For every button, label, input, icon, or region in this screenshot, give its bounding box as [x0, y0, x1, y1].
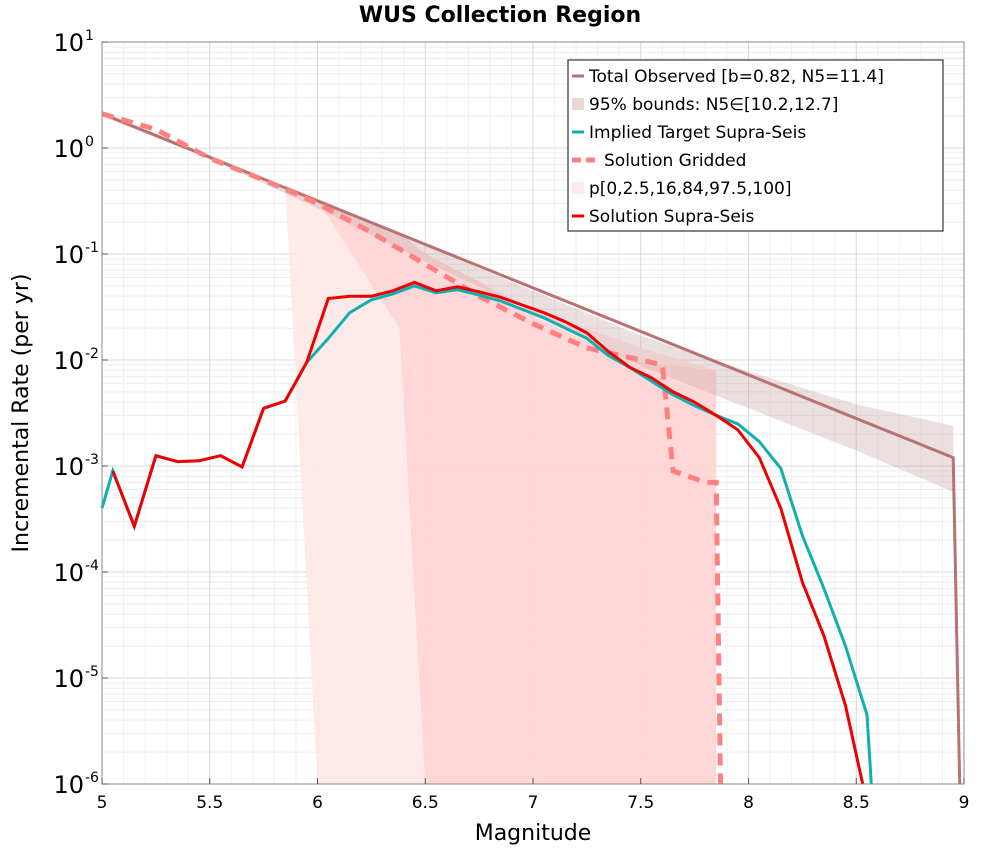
x-tick-label: 7.5 — [627, 793, 654, 813]
legend-label: p[0,2.5,16,84,97.5,100] — [589, 179, 792, 199]
y-tick-base: 10 — [53, 347, 84, 375]
legend-label: Implied Target Supra-Seis — [589, 123, 806, 143]
y-tick-exponent: -6 — [85, 770, 99, 786]
y-tick-exponent: 1 — [85, 28, 94, 44]
y-tick-exponent: -3 — [85, 452, 99, 468]
legend-label: Solution Supra-Seis — [589, 207, 755, 227]
legend-swatch-percentiles — [572, 182, 584, 194]
x-tick-label: 8.5 — [843, 793, 870, 813]
total-observed-line — [101, 112, 962, 785]
band-areas — [102, 111, 954, 785]
x-tick-label: 8 — [743, 793, 754, 813]
y-axis-label: Incremental Rate (per yr) — [9, 274, 34, 553]
x-axis-label: Magnitude — [475, 821, 592, 846]
percentile-inner-band — [102, 113, 717, 785]
x-ticks: 5 5.5 6 6.5 7 7.5 8 8.5 9 — [97, 778, 970, 813]
legend-swatch-bounds — [572, 98, 584, 110]
x-tick-label: 5.5 — [196, 793, 223, 813]
solution-gridded-line — [101, 111, 723, 785]
series-lines — [100, 111, 962, 785]
y-tick-base: 10 — [53, 29, 84, 57]
y-tick-exponent: -4 — [85, 558, 99, 574]
legend: Total Observed [b=0.82, N5=11.4] 95% boun… — [567, 59, 944, 232]
y-tick-base: 10 — [53, 241, 84, 269]
y-tick-exponent: -5 — [85, 664, 99, 680]
y-tick-base: 10 — [53, 665, 84, 693]
x-tick-label: 5 — [97, 793, 108, 813]
legend-label: Solution Gridded — [604, 151, 746, 171]
x-tick-label: 7 — [528, 793, 539, 813]
total-observed-bounds-band — [102, 111, 954, 492]
y-tick-exponent: 0 — [85, 134, 94, 150]
y-tick-exponent: -1 — [85, 240, 99, 256]
y-tick-base: 10 — [53, 771, 84, 799]
legend-box — [567, 59, 944, 232]
x-tick-label: 6 — [312, 793, 323, 813]
legend-label: Total Observed [b=0.82, N5=11.4] — [588, 67, 884, 87]
y-tick-base: 10 — [53, 453, 84, 481]
y-tick-base: 10 — [53, 559, 84, 587]
y-tick-exponent: -2 — [85, 346, 99, 362]
x-tick-label: 9 — [959, 793, 970, 813]
legend-label: 95% bounds: N5∈[10.2,12.7] — [589, 95, 838, 115]
x-tick-label: 6.5 — [412, 793, 439, 813]
y-tick-base: 10 — [53, 135, 84, 163]
solution-supra-seis-line — [111, 280, 865, 785]
chart-title: WUS Collection Region — [359, 3, 641, 28]
